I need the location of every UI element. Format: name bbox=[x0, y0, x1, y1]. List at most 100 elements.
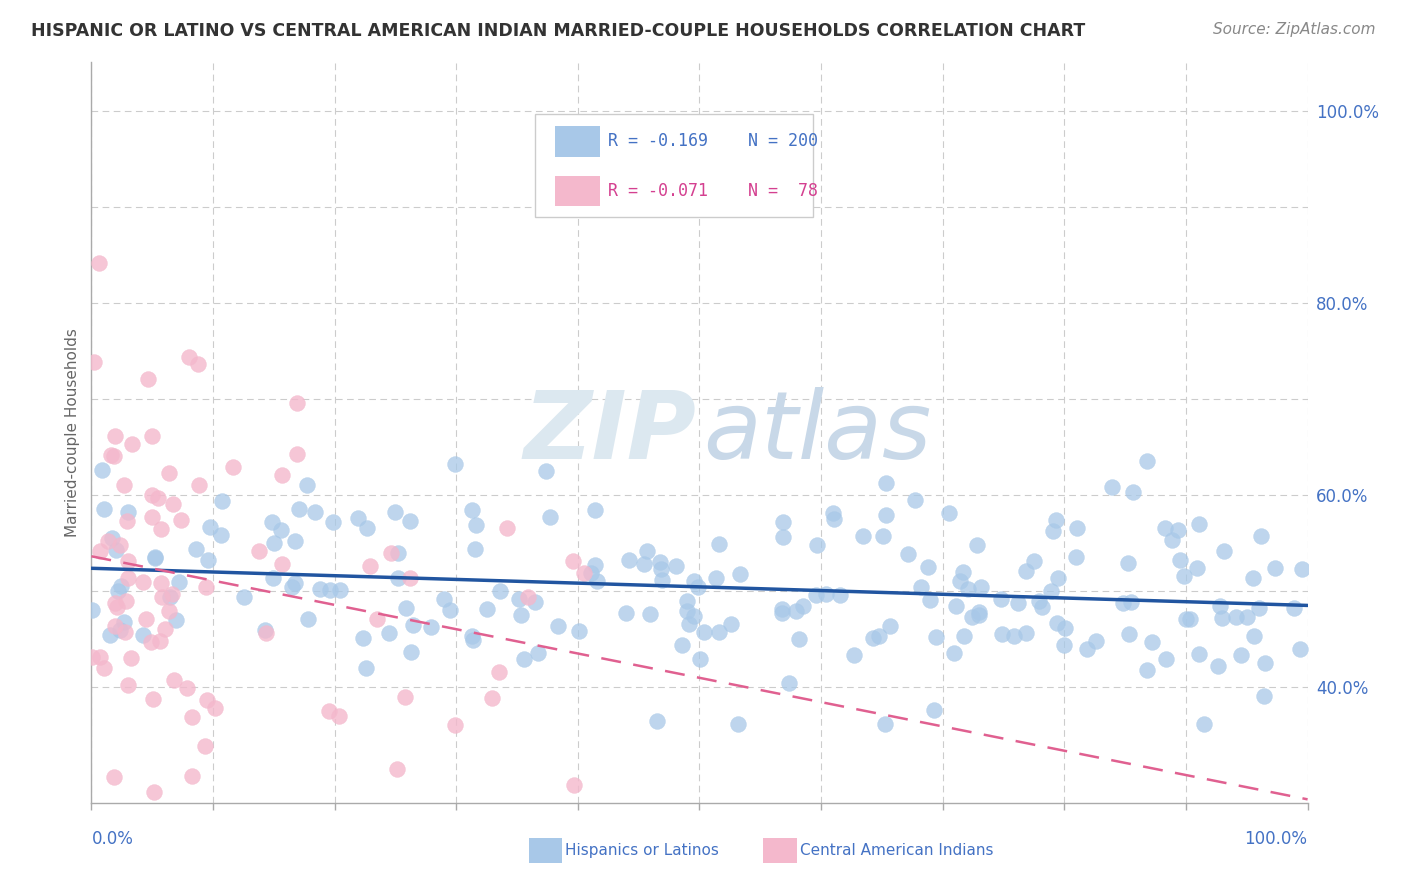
Point bbox=[149, 633, 172, 648]
Point bbox=[665, 559, 688, 574]
Point bbox=[1119, 595, 1142, 609]
Point bbox=[1188, 516, 1211, 531]
Point bbox=[873, 716, 896, 731]
Point bbox=[1175, 612, 1198, 626]
Point bbox=[254, 624, 277, 638]
Point bbox=[89, 256, 111, 270]
Point bbox=[433, 591, 456, 606]
Point bbox=[346, 511, 368, 525]
Point bbox=[943, 646, 966, 660]
Point bbox=[105, 600, 128, 615]
Point bbox=[488, 665, 510, 679]
Point bbox=[636, 544, 658, 558]
Point bbox=[1015, 626, 1038, 640]
Point bbox=[1031, 599, 1053, 614]
Point bbox=[925, 630, 948, 644]
Point bbox=[104, 429, 127, 443]
Point bbox=[1230, 648, 1253, 662]
Point bbox=[107, 584, 129, 599]
Point bbox=[496, 521, 519, 535]
Point bbox=[262, 515, 284, 529]
Point bbox=[806, 538, 828, 552]
Point bbox=[1253, 656, 1275, 670]
Point bbox=[328, 708, 350, 723]
Point bbox=[918, 592, 941, 607]
Point bbox=[179, 350, 201, 364]
Point bbox=[329, 582, 352, 597]
Point bbox=[141, 510, 163, 524]
Point bbox=[650, 561, 672, 575]
Point bbox=[945, 599, 967, 613]
Point bbox=[828, 588, 851, 602]
Point bbox=[117, 571, 139, 585]
Point bbox=[508, 592, 530, 607]
Point bbox=[1289, 642, 1312, 657]
Point bbox=[534, 464, 557, 478]
Point bbox=[155, 622, 177, 636]
Point bbox=[1180, 612, 1202, 626]
Point bbox=[682, 608, 704, 623]
Point bbox=[222, 460, 245, 475]
Point bbox=[1160, 533, 1182, 547]
Point bbox=[792, 599, 814, 614]
Point bbox=[678, 616, 700, 631]
Point bbox=[80, 602, 103, 616]
Point bbox=[143, 551, 166, 566]
Point bbox=[162, 498, 184, 512]
Y-axis label: Married-couple Households: Married-couple Households bbox=[65, 328, 80, 537]
Point bbox=[772, 515, 794, 529]
Point bbox=[143, 785, 166, 799]
Point bbox=[538, 510, 561, 524]
Point bbox=[167, 575, 190, 590]
Point bbox=[953, 629, 976, 643]
Point bbox=[1225, 610, 1247, 624]
Point bbox=[922, 702, 945, 716]
Point bbox=[170, 513, 193, 527]
Point bbox=[562, 778, 585, 792]
Point bbox=[517, 590, 540, 604]
Point bbox=[322, 515, 344, 529]
Point bbox=[105, 543, 128, 558]
Point bbox=[318, 704, 340, 718]
Point bbox=[1173, 569, 1195, 583]
Point bbox=[163, 673, 186, 687]
Point bbox=[851, 529, 873, 543]
Point bbox=[1284, 601, 1306, 615]
Point bbox=[270, 523, 292, 537]
Point bbox=[693, 625, 716, 640]
Point bbox=[89, 544, 111, 558]
Point bbox=[115, 514, 138, 528]
Point bbox=[97, 534, 120, 549]
Point bbox=[100, 448, 122, 462]
Point bbox=[112, 615, 135, 629]
Point bbox=[211, 494, 233, 508]
Point bbox=[366, 612, 388, 626]
Point bbox=[583, 558, 606, 572]
Point bbox=[114, 624, 136, 639]
Text: HISPANIC OR LATINO VS CENTRAL AMERICAN INDIAN MARRIED-COUPLE HOUSEHOLDS CORRELAT: HISPANIC OR LATINO VS CENTRAL AMERICAN I… bbox=[31, 22, 1085, 40]
Point bbox=[489, 583, 512, 598]
Point bbox=[707, 537, 730, 551]
Point bbox=[354, 661, 377, 675]
Point bbox=[284, 533, 307, 548]
Point bbox=[103, 770, 125, 784]
Point bbox=[1213, 543, 1236, 558]
Point bbox=[510, 607, 533, 622]
Point bbox=[117, 678, 139, 692]
Point bbox=[152, 590, 174, 604]
Point bbox=[1167, 523, 1189, 537]
Point bbox=[132, 628, 155, 642]
Point bbox=[420, 619, 443, 633]
Point bbox=[1015, 565, 1038, 579]
Point bbox=[356, 521, 378, 535]
Point bbox=[281, 580, 304, 594]
Point bbox=[1168, 553, 1191, 567]
Text: atlas: atlas bbox=[703, 387, 931, 478]
Point bbox=[399, 645, 422, 659]
Point bbox=[93, 661, 115, 675]
Point bbox=[209, 527, 232, 541]
Point bbox=[395, 600, 418, 615]
Point bbox=[1209, 599, 1232, 613]
Point bbox=[121, 437, 143, 451]
Point bbox=[879, 619, 901, 633]
